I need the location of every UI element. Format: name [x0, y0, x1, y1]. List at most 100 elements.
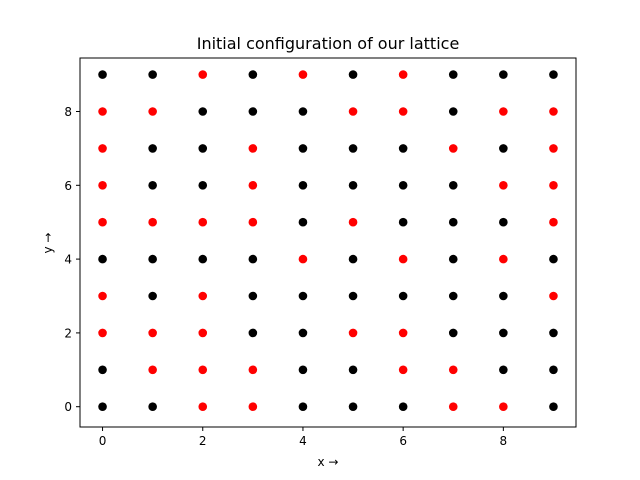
lattice-point [148, 328, 157, 338]
plot-frame [79, 57, 577, 428]
lattice-point [248, 254, 258, 264]
lattice-point [148, 70, 157, 79]
lattice-point [298, 70, 308, 79]
lattice-point [499, 254, 508, 264]
lattice-point [148, 144, 157, 153]
lattice-point [499, 328, 508, 338]
lattice-point [398, 254, 408, 264]
x-tick-label: 6 [399, 434, 407, 448]
y-tick-label: 4 [64, 253, 72, 267]
lattice-point [348, 291, 358, 301]
lattice-point [499, 70, 508, 79]
lattice-point [198, 70, 208, 79]
lattice-point [499, 144, 508, 153]
lattice-point [248, 291, 258, 301]
lattice-point [198, 291, 208, 301]
lattice-point [499, 291, 508, 301]
lattice-point [398, 365, 408, 375]
lattice-point [448, 217, 458, 227]
lattice-point [98, 144, 107, 153]
lattice-point [98, 254, 107, 264]
lattice-point [248, 328, 258, 338]
lattice-point [398, 181, 408, 190]
lattice-point [298, 144, 308, 153]
x-axis-label: x → [318, 455, 339, 469]
y-axis-label: y → [41, 233, 55, 254]
x-axis-ticks: 0 2 4 6 8 [99, 427, 507, 448]
lattice-point [198, 181, 208, 190]
lattice-point [98, 291, 107, 301]
lattice-point [298, 181, 308, 190]
lattice-point [198, 328, 208, 338]
lattice-point [398, 144, 408, 153]
lattice-point [198, 402, 208, 412]
lattice-point [148, 254, 157, 264]
lattice-point [398, 107, 408, 116]
lattice-point [98, 181, 107, 190]
x-tick-label: 0 [99, 434, 107, 448]
lattice-point [398, 402, 408, 412]
lattice-point [549, 144, 558, 153]
lattice-point [499, 217, 508, 227]
lattice-point [549, 328, 558, 338]
y-tick-label: 0 [64, 400, 72, 414]
lattice-point [448, 144, 458, 153]
lattice-point [448, 70, 458, 79]
lattice-point [198, 107, 208, 116]
lattice-point [348, 70, 358, 79]
lattice-point [298, 254, 308, 264]
scatter-points [98, 70, 558, 412]
lattice-point [499, 402, 508, 412]
lattice-point [298, 291, 308, 301]
lattice-point [298, 365, 308, 375]
y-tick-label: 6 [64, 179, 72, 193]
lattice-point [298, 217, 308, 227]
lattice-point [549, 254, 558, 264]
lattice-point [398, 328, 408, 338]
lattice-point [198, 254, 208, 264]
lattice-point [248, 107, 258, 116]
lattice-point [98, 328, 107, 338]
x-tick-label: 2 [199, 434, 207, 448]
lattice-point [148, 107, 157, 116]
lattice-point [298, 402, 308, 412]
x-tick-label: 4 [299, 434, 307, 448]
lattice-point [348, 328, 358, 338]
lattice-point [198, 217, 208, 227]
lattice-point [198, 365, 208, 375]
lattice-point [248, 70, 258, 79]
lattice-point [549, 181, 558, 190]
lattice-point [148, 217, 157, 227]
lattice-point [499, 181, 508, 190]
lattice-point [148, 402, 157, 412]
x-tick-label: 8 [500, 434, 508, 448]
lattice-point [448, 328, 458, 338]
lattice-point [298, 107, 308, 116]
lattice-point [549, 291, 558, 301]
lattice-point [499, 107, 508, 116]
lattice-point [348, 144, 358, 153]
lattice-point [148, 181, 157, 190]
lattice-point [348, 365, 358, 375]
lattice-point [248, 144, 258, 153]
lattice-point [448, 254, 458, 264]
lattice-point [348, 402, 358, 412]
lattice-point [398, 291, 408, 301]
lattice-point [398, 70, 408, 79]
lattice-point [448, 107, 458, 116]
lattice-point [549, 365, 558, 375]
lattice-point [549, 217, 558, 227]
lattice-point [499, 365, 508, 375]
lattice-point [348, 107, 358, 116]
chart-title: Initial configuration of our lattice [197, 34, 460, 53]
lattice-point [148, 291, 157, 301]
lattice-point [198, 144, 208, 153]
lattice-point [348, 254, 358, 264]
lattice-point [448, 291, 458, 301]
lattice-point [248, 402, 258, 412]
lattice-point [98, 365, 107, 375]
lattice-point [348, 181, 358, 190]
lattice-point [98, 70, 107, 79]
lattice-point [98, 107, 107, 116]
